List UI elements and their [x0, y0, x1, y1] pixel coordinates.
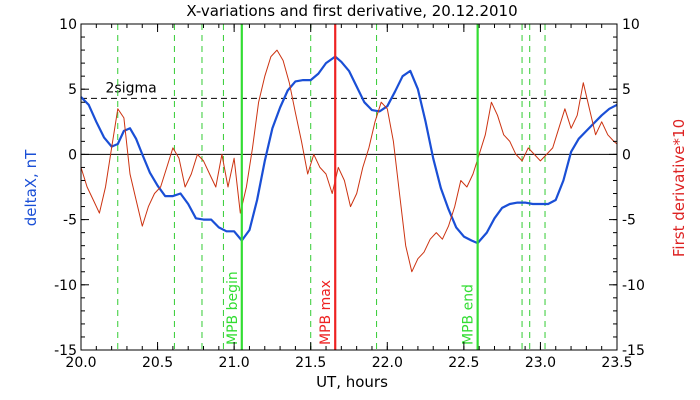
x-tick-label: 21.5	[295, 355, 326, 371]
x-tick-label: 20.5	[142, 355, 173, 371]
x-tick-label: 20.0	[65, 355, 96, 371]
sigma-label: 2sigma	[106, 80, 157, 96]
x-tick-label: 23.5	[601, 355, 632, 371]
y-tick-label-left: -5	[63, 213, 77, 229]
y-tick-label-left: 10	[59, 17, 77, 33]
y-tick-label-right: -15	[622, 343, 645, 359]
chart-title: X-variations and first derivative, 20.12…	[186, 2, 517, 20]
y-axis-label-left: deltaX, nT	[22, 149, 40, 226]
plot-frame	[80, 23, 618, 351]
event-markers: MPB begin MPB max MPB end	[225, 24, 479, 350]
x-tick-label: 22.0	[372, 355, 403, 371]
y-tick-label-right: -5	[622, 213, 636, 229]
x-tick-label: 22.5	[448, 355, 479, 371]
y-tick-label-right: 10	[622, 17, 640, 33]
reference-lines: 2sigma	[81, 24, 617, 350]
y-tick-label-left: -10	[54, 278, 77, 294]
marker-label: MPB begin	[225, 271, 241, 345]
series-line-deltax	[80, 55, 618, 245]
x-axis-label: UT, hours	[316, 373, 388, 391]
y-tick-label-left: 5	[68, 82, 77, 98]
axes: 20.0 20.5 21.0 21.5 22.0 22.5 23.0 23.5-15 -15-1…	[54, 17, 645, 371]
y-tick-label-right: 0	[622, 147, 631, 163]
series-line-derivative	[80, 49, 618, 273]
y-tick-label-left: 0	[68, 147, 77, 163]
x-tick-label: 23.0	[525, 355, 556, 371]
marker-label: MPB max	[318, 280, 334, 345]
y-tick-label-right: -10	[622, 278, 645, 294]
x-tick-label: 21.0	[219, 355, 250, 371]
y-axis-label-right: First derivative*10	[670, 119, 688, 257]
series-lines	[80, 49, 618, 273]
y-tick-label-right: 5	[622, 82, 631, 98]
marker-label: MPB end	[461, 284, 477, 345]
y-tick-label-left: -15	[54, 343, 77, 359]
